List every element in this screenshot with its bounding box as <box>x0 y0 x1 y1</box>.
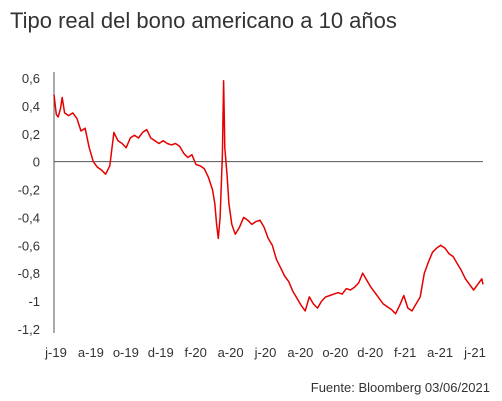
x-tick-label: j-21 <box>463 345 486 360</box>
y-tick-label: 0,6 <box>22 71 40 86</box>
x-tick-label: a-20 <box>218 345 244 360</box>
y-tick-label: 0 <box>33 155 40 170</box>
x-tick-label: a-20 <box>287 345 313 360</box>
y-tick-label: 0,2 <box>22 127 40 142</box>
y-tick-label: -0,2 <box>18 183 40 198</box>
series-line <box>53 80 484 315</box>
chart-title: Tipo real del bono americano a 10 años <box>10 8 397 33</box>
x-tick-label: d-19 <box>148 345 174 360</box>
y-tick-label: -1,2 <box>18 322 40 337</box>
y-axis-ticks: 0,6 0,4 0,2 0 -0,2 -0,4 -0,6 -0,8 -1 -1,2 <box>18 71 40 337</box>
x-tick-label: j-20 <box>254 345 277 360</box>
x-tick-label: f-20 <box>184 345 206 360</box>
x-tick-label: o-20 <box>322 345 348 360</box>
x-axis-ticks: j-19 a-19 o-19 d-19 f-20 a-20 j-20 a-20 o-20 d-20… <box>44 345 486 360</box>
y-tick-label: -0,8 <box>18 266 40 281</box>
x-tick-label: a-19 <box>78 345 104 360</box>
x-tick-label: d-20 <box>357 345 383 360</box>
source-note: Fuente: Bloomberg 03/06/2021 <box>310 380 490 395</box>
y-tick-label: -0,4 <box>18 210 40 225</box>
chart-axes <box>53 72 483 333</box>
x-tick-label: o-19 <box>113 345 139 360</box>
y-tick-label: 0,4 <box>22 99 40 114</box>
y-tick-label: -1 <box>28 294 40 309</box>
y-tick-label: -0,6 <box>18 238 40 253</box>
x-tick-label: f-21 <box>394 345 416 360</box>
x-tick-label: a-21 <box>427 345 453 360</box>
x-tick-label: j-19 <box>44 345 67 360</box>
